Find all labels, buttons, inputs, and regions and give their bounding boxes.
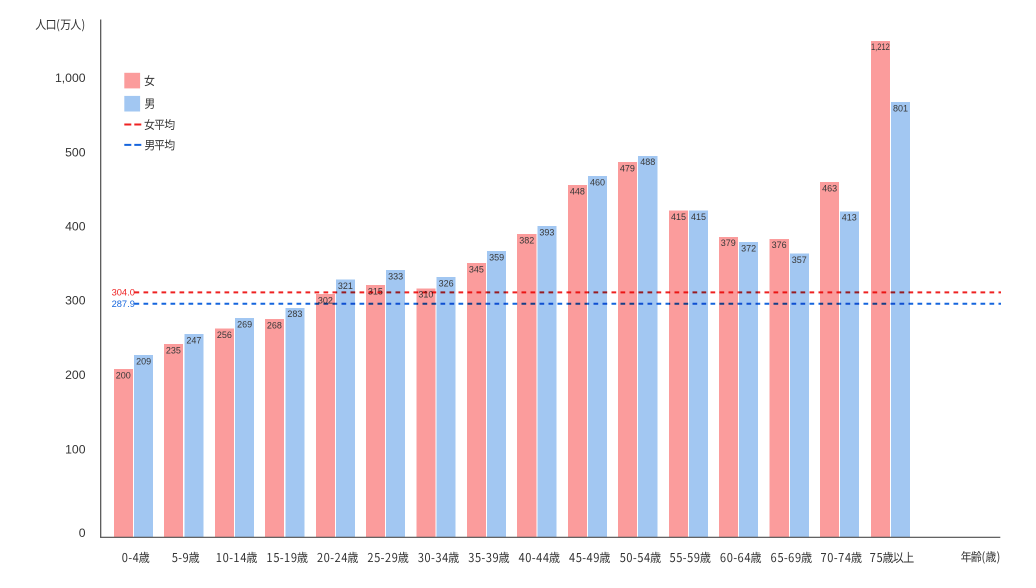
svg-text:0: 0 xyxy=(79,526,86,540)
svg-text:235: 235 xyxy=(166,345,181,355)
svg-text:488: 488 xyxy=(640,157,655,167)
svg-text:463: 463 xyxy=(822,184,837,194)
svg-text:415: 415 xyxy=(691,212,706,222)
svg-text:460: 460 xyxy=(590,177,605,187)
svg-text:400: 400 xyxy=(65,220,86,234)
svg-text:382: 382 xyxy=(519,235,534,245)
svg-text:209: 209 xyxy=(136,356,151,366)
svg-text:302: 302 xyxy=(318,295,333,305)
svg-text:376: 376 xyxy=(772,240,787,250)
svg-text:448: 448 xyxy=(570,187,585,197)
svg-text:413: 413 xyxy=(842,213,857,223)
svg-text:1,000: 1,000 xyxy=(55,71,86,85)
svg-text:379: 379 xyxy=(721,238,736,248)
svg-text:393: 393 xyxy=(539,227,554,237)
svg-text:357: 357 xyxy=(792,255,807,265)
svg-text:200: 200 xyxy=(65,368,86,382)
svg-text:310: 310 xyxy=(418,290,433,300)
svg-text:333: 333 xyxy=(388,271,403,281)
svg-text:256: 256 xyxy=(217,330,232,340)
svg-text:415: 415 xyxy=(671,212,686,222)
svg-text:1,212: 1,212 xyxy=(871,42,890,52)
svg-text:283: 283 xyxy=(287,309,302,319)
svg-text:304.0: 304.0 xyxy=(112,288,135,298)
svg-text:315: 315 xyxy=(368,286,383,296)
svg-text:801: 801 xyxy=(893,104,908,114)
svg-text:100: 100 xyxy=(65,442,86,456)
svg-text:269: 269 xyxy=(237,319,252,329)
svg-text:500: 500 xyxy=(65,146,86,160)
svg-text:247: 247 xyxy=(186,335,201,345)
svg-text:287.9: 287.9 xyxy=(112,299,135,309)
svg-text:372: 372 xyxy=(741,243,756,253)
svg-text:326: 326 xyxy=(439,278,454,288)
svg-text:321: 321 xyxy=(338,281,353,291)
svg-text:300: 300 xyxy=(65,293,86,307)
svg-text:359: 359 xyxy=(489,253,504,263)
svg-text:479: 479 xyxy=(620,164,635,174)
svg-text:200: 200 xyxy=(116,370,131,380)
svg-text:345: 345 xyxy=(469,264,484,274)
svg-text:268: 268 xyxy=(267,320,282,330)
